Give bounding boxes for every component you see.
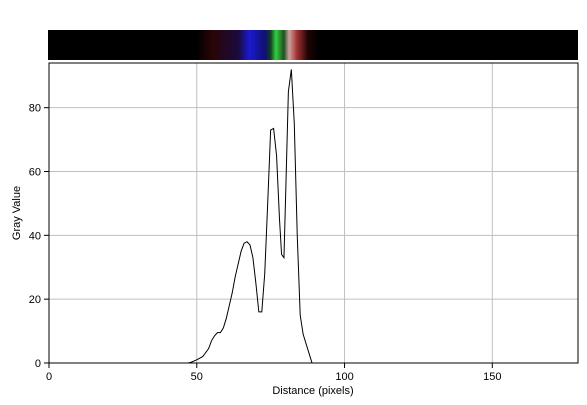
y-tick-label: 40 — [29, 230, 41, 242]
x-tick-label: 150 — [483, 371, 501, 383]
x-tick-label: 0 — [46, 371, 52, 383]
x-tick-label: 100 — [335, 371, 353, 383]
y-axis-label: Gray Value — [11, 186, 23, 240]
y-tick-label: 60 — [29, 167, 41, 179]
y-tick-label: 80 — [29, 103, 41, 115]
plot-frame — [48, 62, 579, 364]
profile-image — [48, 30, 578, 60]
y-tick-label: 0 — [35, 358, 41, 370]
x-axis-label: Distance (pixels) — [272, 385, 353, 397]
x-tick-label: 50 — [191, 371, 203, 383]
y-tick-label: 20 — [29, 294, 41, 306]
profile-line — [187, 69, 313, 364]
